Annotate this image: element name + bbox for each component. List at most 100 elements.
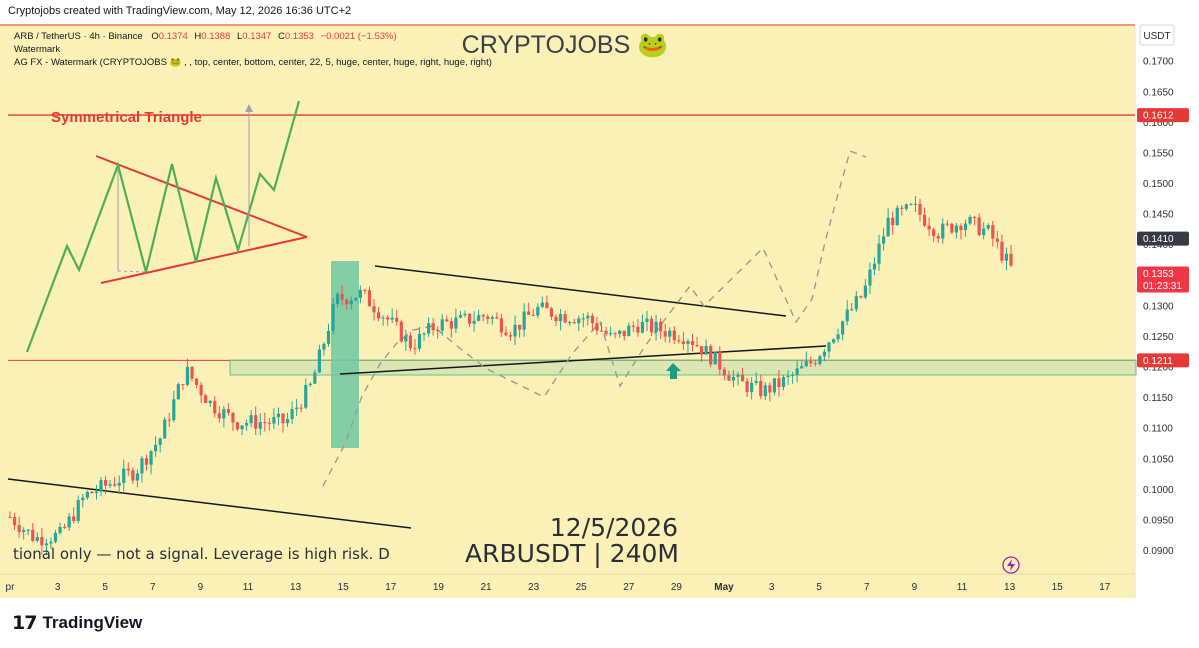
candle-up	[850, 309, 854, 311]
candle-down	[508, 335, 513, 337]
currency-label: USDT	[1143, 31, 1170, 42]
candle-down	[900, 207, 904, 209]
candle-down	[554, 316, 558, 322]
triangle-support-line[interactable]	[339, 345, 827, 375]
candle-down	[131, 470, 135, 481]
candle-down	[631, 325, 635, 327]
time-tick-label: 15	[338, 582, 350, 593]
candle-down	[399, 321, 403, 342]
candle-down	[499, 318, 503, 333]
candle-up	[240, 425, 244, 430]
time-axis[interactable]: pr 3 5 7 9 11 13 15 17 19 21 23 25 27 29 May 3 5 7 9 11 13 15 1…	[6, 582, 1111, 593]
legend-line-2: Watermark	[14, 44, 60, 55]
candle-down	[72, 516, 76, 522]
candle-down	[927, 225, 931, 230]
candle-down	[649, 318, 654, 333]
candle-up	[536, 306, 540, 316]
time-tick-label: 5	[816, 582, 822, 593]
tradingview-logo[interactable]: 17 TradingView	[12, 612, 142, 634]
candle-up	[44, 543, 48, 546]
candle-down	[126, 468, 130, 471]
candle-up	[427, 323, 431, 334]
triangle-upper-line	[95, 155, 308, 238]
candle-up	[295, 407, 299, 410]
candle-down	[527, 311, 531, 315]
candle-down	[959, 225, 963, 231]
candle-down	[945, 223, 949, 225]
long-trendline[interactable]	[7, 478, 412, 529]
candle-down	[759, 381, 763, 397]
candle-down	[63, 526, 67, 528]
candle-up	[736, 374, 740, 377]
candle-down	[595, 323, 599, 331]
price-chart[interactable]: ARB / TetherUS · 4h · Binance O0.1374 H0…	[0, 24, 1199, 598]
candle-down	[12, 517, 17, 526]
candle-down	[17, 525, 21, 532]
candle-up	[135, 473, 139, 481]
candle-down	[345, 299, 349, 305]
watermark-title: CRYPTOJOBS 🐸	[462, 31, 669, 59]
candle-up	[404, 335, 408, 342]
candle-down	[740, 374, 745, 382]
time-tick-label: 25	[576, 582, 588, 593]
candle-up	[154, 444, 158, 452]
price-marker-label: 0.1612	[1143, 111, 1174, 122]
candle-down	[144, 458, 149, 465]
time-tick-label: 15	[1052, 582, 1064, 593]
price-tick-label: 0.1500	[1143, 179, 1174, 190]
candle-up	[58, 526, 62, 533]
price-tick-label: 0.1200	[1143, 363, 1174, 374]
triangle-resistance-line[interactable]	[374, 265, 787, 317]
candle-up	[272, 417, 276, 424]
candle-down	[549, 308, 554, 317]
tradingview-logo-icon: 17	[12, 612, 37, 634]
candle-up	[35, 537, 39, 541]
candle-up	[872, 263, 877, 270]
time-tick-label: 19	[433, 582, 445, 593]
candle-up	[454, 317, 458, 329]
candle-up	[618, 330, 622, 334]
candle-up	[381, 317, 385, 319]
candle-down	[217, 413, 221, 419]
candle-down	[932, 229, 936, 237]
candle-up	[285, 419, 290, 424]
candle-down	[194, 378, 199, 385]
candle-up	[463, 313, 467, 316]
candle-up	[686, 341, 690, 344]
candle-down	[918, 203, 922, 215]
legend-high: 0.1388	[201, 31, 230, 42]
price-marker-label: 0.1410	[1143, 234, 1174, 245]
candle-up	[982, 228, 986, 236]
candle-down	[1000, 241, 1004, 261]
candle-up	[841, 321, 845, 335]
target-arrow-icon	[245, 104, 253, 112]
currency-box[interactable]	[1139, 24, 1175, 46]
candle-down	[167, 419, 171, 421]
support-zone-box[interactable]	[229, 359, 1137, 376]
price-marker-box	[1137, 231, 1189, 246]
candle-up	[331, 303, 335, 331]
candle-down	[481, 315, 485, 317]
candle-down	[495, 317, 499, 319]
candle-up	[668, 330, 672, 337]
legend-close-label: C	[278, 31, 285, 42]
candle-down	[636, 326, 640, 333]
chart-caption: Cryptojobs created with TradingView.com,…	[8, 5, 352, 17]
time-tick-label: 5	[102, 582, 108, 593]
candle-up	[822, 351, 827, 357]
candle-up	[304, 384, 308, 408]
price-tick-label: 0.1000	[1143, 485, 1174, 496]
candle-up	[877, 243, 881, 264]
candle-up	[67, 516, 71, 528]
candle-down	[340, 293, 344, 300]
candle-down	[372, 306, 376, 313]
candle-up	[868, 269, 872, 286]
candle-up	[627, 325, 631, 337]
candle-down	[413, 348, 417, 350]
candle-down	[859, 296, 863, 298]
candle-up	[713, 351, 717, 365]
candle-up	[158, 438, 162, 445]
candlestick-series	[8, 196, 1013, 555]
candle-up	[85, 491, 89, 498]
price-tick-label: 0.1050	[1143, 454, 1174, 465]
